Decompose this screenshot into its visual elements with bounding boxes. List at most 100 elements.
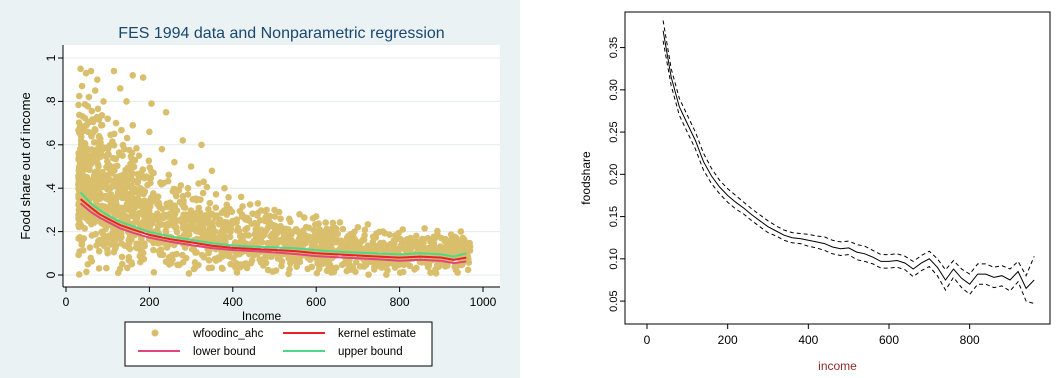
scatter-point xyxy=(150,169,157,177)
scatter-point xyxy=(302,223,310,231)
scatter-point xyxy=(87,67,95,75)
plot-box xyxy=(624,11,1051,325)
scatter-point xyxy=(315,265,323,273)
scatter-point xyxy=(180,231,188,239)
scatter-point xyxy=(224,252,231,259)
scatter-point xyxy=(157,179,164,186)
scatter-point xyxy=(150,268,158,276)
scatter-point xyxy=(205,205,212,213)
scatter-point xyxy=(90,149,98,157)
y-axis-label: Food share out of income xyxy=(18,92,33,239)
scatter-point xyxy=(110,203,117,210)
scatter-point xyxy=(78,82,86,90)
scatter-point xyxy=(256,217,264,224)
scatter-point xyxy=(421,225,428,232)
scatter-point xyxy=(135,174,143,181)
scatter-point xyxy=(236,232,244,240)
scatter-point xyxy=(88,232,96,239)
scatter-point xyxy=(138,247,145,254)
scatter-point xyxy=(273,239,281,247)
x-tick-label: 200 xyxy=(139,295,159,309)
scatter-point xyxy=(185,216,193,224)
scatter-point xyxy=(397,260,404,267)
scatter-point xyxy=(460,247,467,254)
y-tick-label: .4 xyxy=(44,183,58,193)
scatter-point xyxy=(208,167,216,175)
scatter-point xyxy=(90,139,98,146)
scatter-point xyxy=(433,261,441,269)
scatter-point xyxy=(203,183,211,191)
scatter-point xyxy=(365,243,373,251)
scatter-point xyxy=(103,164,111,171)
legend: wfoodinc_ahc kernel estimate lower bound up… xyxy=(124,321,433,367)
scatter-point xyxy=(440,246,447,254)
scatter-point xyxy=(438,234,445,242)
scatter-point xyxy=(81,101,89,108)
scatter-point xyxy=(159,205,166,213)
scatter-point xyxy=(97,121,105,129)
scatter-point xyxy=(392,236,399,244)
scatter-point xyxy=(310,226,317,234)
scatter-point xyxy=(185,270,193,277)
scatter-point xyxy=(224,205,231,212)
scatter-point xyxy=(411,239,419,246)
scatter-point xyxy=(162,108,170,116)
scatter-point xyxy=(225,227,233,235)
scatter-point xyxy=(83,191,91,198)
scatter-point xyxy=(334,230,342,238)
scatter-point xyxy=(184,184,192,192)
scatter-point xyxy=(83,121,91,129)
scatter-point xyxy=(77,130,84,138)
scatter-point xyxy=(223,211,231,218)
scatter-point xyxy=(80,180,88,187)
legend-marker-dot xyxy=(151,329,159,337)
scatter-point xyxy=(122,178,130,186)
scatter-point xyxy=(106,192,114,199)
scatter-point xyxy=(150,190,157,197)
scatter-point xyxy=(343,267,351,275)
scatter-point xyxy=(200,178,207,185)
scatter-point xyxy=(121,145,128,153)
scatter-point xyxy=(126,233,134,240)
scatter-point xyxy=(141,240,148,247)
scatter-point xyxy=(158,221,166,228)
scatter-point xyxy=(177,182,185,189)
y-tick-label: 0.25 xyxy=(608,121,620,142)
scatter-point xyxy=(139,74,147,81)
scatter-point xyxy=(243,225,251,232)
scatter-point xyxy=(214,254,222,262)
scatter-point xyxy=(412,232,420,240)
scatter-point xyxy=(212,204,220,211)
scatter-point xyxy=(407,234,414,242)
scatter-point xyxy=(339,225,347,233)
scatter-point xyxy=(227,260,234,268)
scatter-point xyxy=(135,152,143,159)
scatter-point xyxy=(322,228,329,235)
legend-label: wfoodinc_ahc xyxy=(192,328,264,340)
scatter-point xyxy=(424,234,432,242)
scatter-point xyxy=(193,196,200,204)
stata-scatter-chart: FES 1994 data and Nonparametric regressi… xyxy=(0,0,520,378)
y-tick-label: 0.30 xyxy=(608,79,620,100)
scatter-point xyxy=(116,265,124,273)
scatter-point xyxy=(306,256,314,263)
scatter-point xyxy=(91,125,99,133)
scatter-point xyxy=(82,69,90,77)
scatter-point xyxy=(136,252,144,260)
scatter-point xyxy=(187,207,195,214)
scatter-point xyxy=(173,228,181,236)
y-tick-label: 0 xyxy=(44,271,58,278)
scatter-point xyxy=(299,242,306,250)
x-tick-label: 400 xyxy=(223,295,243,309)
scatter-point xyxy=(402,246,409,254)
y-tick-label: .2 xyxy=(44,226,58,236)
scatter-point xyxy=(76,160,84,168)
scatter-point xyxy=(77,137,85,144)
scatter-point xyxy=(312,213,320,220)
x-tick-label: 800 xyxy=(960,333,980,347)
scatter-point xyxy=(165,201,172,209)
scatter-point xyxy=(104,145,112,152)
scatter-point xyxy=(109,138,116,145)
scatter-point xyxy=(382,260,390,268)
scatter-point xyxy=(185,228,192,236)
